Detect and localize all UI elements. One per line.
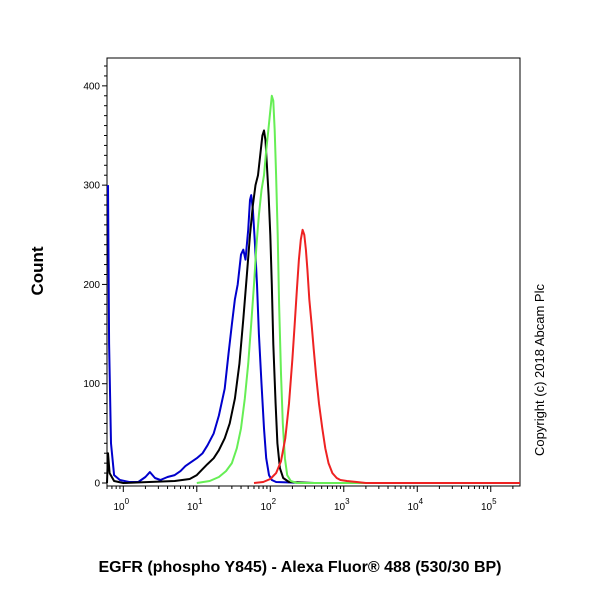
x-axis-label: EGFR (phospho Y845) - Alexa Fluor® 488 (… [98, 559, 501, 576]
y-tick-label: 100 [83, 379, 100, 390]
x-tick-label: 103 [334, 497, 350, 513]
y-tick-label: 300 [83, 181, 100, 192]
plot-frame [106, 57, 521, 487]
series-line-2 [106, 129, 520, 484]
y-tick-label: 200 [83, 280, 100, 291]
x-tick-label: 101 [187, 497, 203, 513]
y-tick-label: 400 [83, 81, 100, 92]
series-line-4 [253, 228, 520, 484]
y-tick-label: 0 [94, 479, 100, 490]
series-layer [106, 94, 520, 484]
x-tick-label: 102 [260, 497, 276, 513]
x-tick-label: 105 [481, 497, 497, 513]
x-axis: 100 101 102 103 104 105 [106, 486, 514, 513]
x-tick-label: 104 [407, 497, 423, 513]
x-tick-label: 100 [114, 497, 130, 513]
y-axis-label: Count [28, 246, 47, 295]
series-line-1 [107, 185, 520, 484]
series-line-3 [196, 94, 520, 484]
y-axis: 0 100 200 300 400 [83, 65, 107, 490]
copyright-annotation: Copyright (c) 2018 Abcam Plc [532, 284, 547, 456]
